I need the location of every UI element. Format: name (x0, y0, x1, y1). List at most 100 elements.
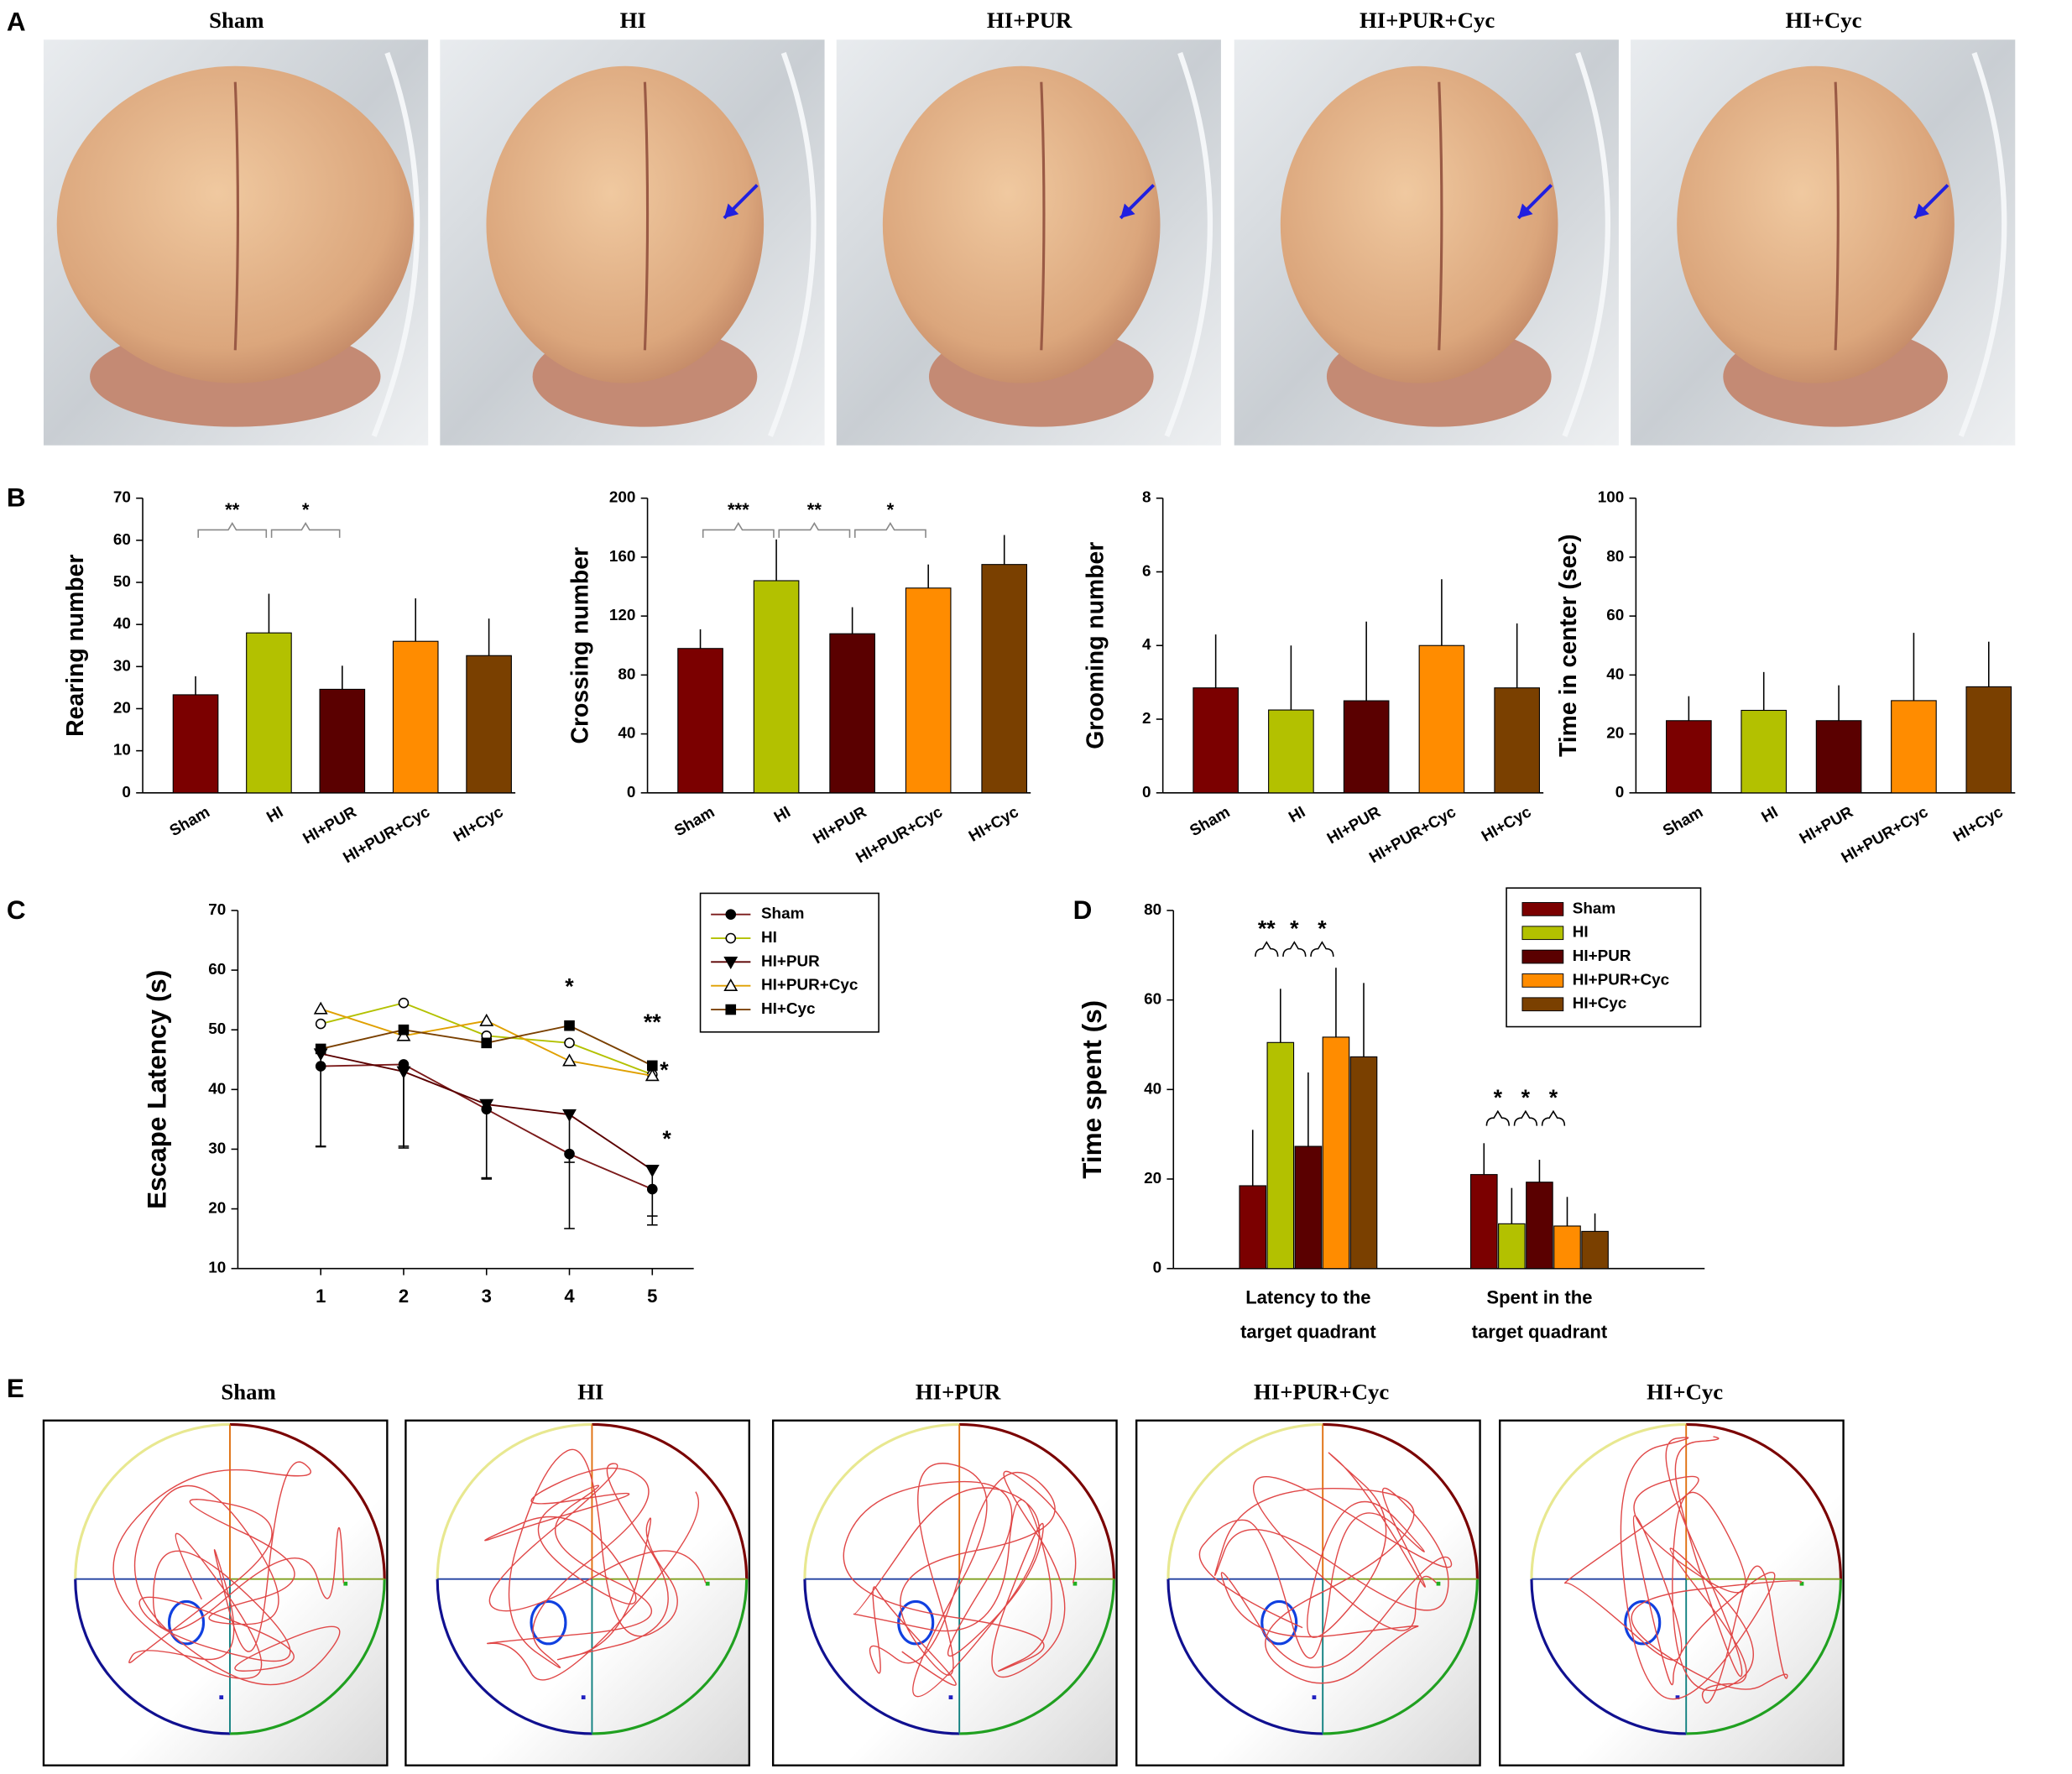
legend-label: HI+PUR (761, 952, 820, 970)
significance-label: * (1494, 1085, 1503, 1110)
marker (564, 1148, 575, 1160)
midline (1438, 81, 1443, 351)
y-tick-label: 4 (1142, 636, 1151, 654)
swim-path (843, 1463, 1077, 1698)
photo-title: HI+PUR (987, 8, 1073, 33)
y-tick-label: 0 (1142, 784, 1151, 801)
y-tick-label: 80 (1144, 901, 1161, 919)
start-dot (1073, 1581, 1078, 1586)
maze-arc (436, 1422, 592, 1579)
legend-label: Sham (1573, 900, 1615, 917)
marker (562, 1053, 577, 1067)
bar (1418, 644, 1465, 794)
marker (725, 932, 737, 944)
marker (396, 1028, 411, 1041)
y-tick-label: 0 (1153, 1260, 1161, 1277)
platform (1260, 1599, 1298, 1646)
dish-edge (1164, 51, 1213, 437)
midline (233, 81, 240, 351)
marker (398, 1024, 410, 1036)
maze-title: HI+Cyc (1647, 1379, 1723, 1404)
maze-arc (803, 1422, 960, 1579)
legend-swatch (1521, 997, 1564, 1012)
bar (1891, 700, 1937, 794)
maze-arc (1686, 1422, 1843, 1579)
y-tick-label: 40 (208, 1080, 226, 1098)
marker (564, 1020, 575, 1031)
dish-edge (768, 51, 817, 437)
significance-label: * (1549, 1085, 1558, 1110)
x-tick-label: HI+PUR (1797, 803, 1856, 848)
marker (315, 1061, 326, 1072)
y-tick-label: 30 (113, 657, 131, 675)
y-tick-label: 20 (1144, 1170, 1161, 1187)
bar (829, 633, 875, 794)
bar (1553, 1225, 1581, 1270)
maze-arc (959, 1578, 1115, 1735)
legend-swatch (1521, 902, 1564, 916)
panel-label: C (7, 895, 26, 925)
legend-label: HI+Cyc (1573, 995, 1627, 1013)
swim-path (1198, 1452, 1453, 1684)
legend-label: Sham (761, 905, 804, 923)
brain (882, 65, 1161, 383)
y-tick-label: 60 (1144, 991, 1161, 1009)
significance-brace (1513, 1109, 1538, 1126)
significance-bracket (853, 522, 926, 538)
legend-label: HI+PUR+Cyc (1573, 971, 1669, 989)
y-tick-label: 80 (618, 665, 635, 683)
bar (1193, 687, 1239, 794)
x-tick-label: HI (1286, 803, 1308, 827)
significance-label: * (565, 973, 574, 999)
y-tick-label: 100 (1598, 489, 1625, 507)
x-tick-label: 1 (316, 1286, 326, 1307)
maze-title: HI+PUR+Cyc (1254, 1379, 1389, 1404)
significance-label: ** (644, 1010, 661, 1035)
legend-swatch (1521, 926, 1564, 941)
maze-arc (1166, 1422, 1323, 1579)
dish-edge (1562, 51, 1611, 437)
x-tick-label: HI+PUR (1324, 803, 1384, 848)
legend-label: HI (1573, 924, 1589, 942)
y-tick-label: 60 (113, 531, 131, 549)
x-tick-label: HI (1759, 803, 1782, 827)
x-tick-label: HI+Cyc (1950, 803, 2006, 845)
marker (723, 957, 739, 970)
bar (1469, 1174, 1498, 1270)
bar-chart: 0 40 80 120 160 200 Crossing number Sham HI HI+PU… (566, 489, 1031, 867)
significance-bracket (270, 522, 341, 538)
maze-arc (1686, 1578, 1843, 1735)
x-tick-label: HI (771, 803, 794, 827)
bar-chart: 0 10 20 30 40 50 60 70 Rearing number Sham HI HI+PU… (62, 489, 516, 867)
photo-title: HI (620, 8, 646, 33)
dish-edge (371, 51, 420, 437)
significance-brace (1541, 1109, 1566, 1126)
start-dot (1675, 1695, 1680, 1699)
significance-brace (1485, 1109, 1511, 1126)
marker (479, 1013, 494, 1026)
brain (486, 65, 765, 383)
bar (1666, 720, 1712, 794)
brain (1677, 65, 1955, 383)
x-tick-label: Sham (1187, 803, 1233, 840)
marker (313, 1001, 328, 1015)
dish-edge (1958, 51, 2007, 437)
bar (1349, 1056, 1378, 1270)
y-tick-label: 30 (208, 1140, 226, 1157)
bar (172, 694, 219, 794)
significance-label: * (1521, 1085, 1531, 1110)
arrow-head (723, 203, 739, 218)
maze-frame (771, 1419, 1118, 1766)
x-tick-label: 4 (564, 1286, 575, 1307)
bar-chart: 0 20 40 60 80 Time spent (s) Latency to the tar… (1077, 887, 1705, 1343)
start-dot (219, 1695, 224, 1699)
photo (836, 39, 1221, 446)
y-tick-label: 120 (609, 607, 636, 624)
midline (1040, 81, 1046, 351)
maze-frame (404, 1419, 750, 1766)
marker (315, 1043, 326, 1055)
